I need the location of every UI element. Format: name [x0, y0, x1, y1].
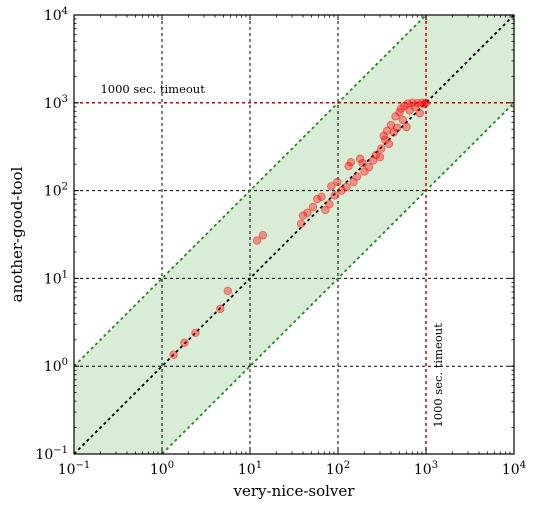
data-point: [375, 153, 385, 162]
x-tick-label: 102: [326, 460, 350, 478]
timeout-label-horizontal: 1000 sec. timeout: [100, 82, 205, 96]
plot-frame: [73, 14, 515, 455]
y-tick-label: 100: [44, 357, 68, 375]
data-point: [303, 208, 312, 217]
data-point: [360, 167, 369, 176]
diagonal-line: [74, 15, 514, 454]
data-point: [298, 211, 308, 220]
data-point: [402, 122, 411, 132]
data-point: [191, 328, 200, 338]
y-tick-label: 102: [44, 182, 68, 200]
axis-ticks: [73, 14, 515, 455]
data-point: [216, 304, 225, 314]
data-point: [180, 338, 189, 347]
data-point: [317, 192, 326, 201]
data-point: [258, 231, 268, 240]
band-layer: [74, 15, 514, 454]
data-point: [398, 115, 408, 125]
x-tick-label: 10−1: [58, 460, 91, 478]
data-point: [371, 150, 381, 160]
x-tick-label: 103: [414, 460, 438, 478]
data-point: [308, 202, 318, 212]
data-point: [346, 158, 356, 167]
data-point: [358, 159, 367, 168]
band-lower-edge: [161, 102, 514, 454]
data-point: [223, 286, 233, 296]
data-point: [342, 182, 351, 192]
data-point: [415, 109, 424, 118]
x-tick-label: 104: [502, 460, 526, 478]
band-upper-edge: [74, 15, 427, 367]
data-point: [364, 162, 374, 172]
data-point: [325, 200, 334, 209]
reference-lines: [74, 15, 514, 454]
data-point: [377, 144, 386, 153]
y-tick-label: 101: [44, 269, 68, 287]
data-point: [169, 350, 178, 359]
data-point: [296, 219, 306, 228]
y-axis-label: another-good-tool: [8, 166, 26, 302]
data-point: [392, 123, 402, 132]
data-point: [330, 191, 340, 200]
plot-content: [74, 15, 514, 454]
y-tick-label: 104: [44, 6, 68, 24]
data-point: [421, 98, 431, 107]
y-tick-label: 10−1: [35, 445, 68, 463]
x-tick-label: 100: [150, 460, 174, 478]
data-point: [384, 139, 394, 149]
data-point: [333, 177, 342, 187]
y-tick-label: 103: [44, 94, 68, 112]
data-points: [169, 98, 431, 359]
x-axis-label: very-nice-solver: [233, 482, 356, 500]
data-point: [355, 154, 365, 164]
data-point: [382, 126, 392, 135]
data-point: [321, 205, 330, 215]
tick-labels: 10−110−1 100 100 101 101 102 102 103 103 104 104: [35, 6, 526, 478]
timeout-label-vertical: 1000 sec. timeout: [431, 323, 445, 428]
data-point: [312, 194, 322, 204]
data-point: [327, 182, 336, 191]
data-point: [252, 236, 262, 245]
data-point: [352, 172, 362, 181]
data-point: [413, 98, 422, 108]
x-tick-label: 101: [238, 460, 262, 478]
tolerance-band: [74, 15, 514, 454]
